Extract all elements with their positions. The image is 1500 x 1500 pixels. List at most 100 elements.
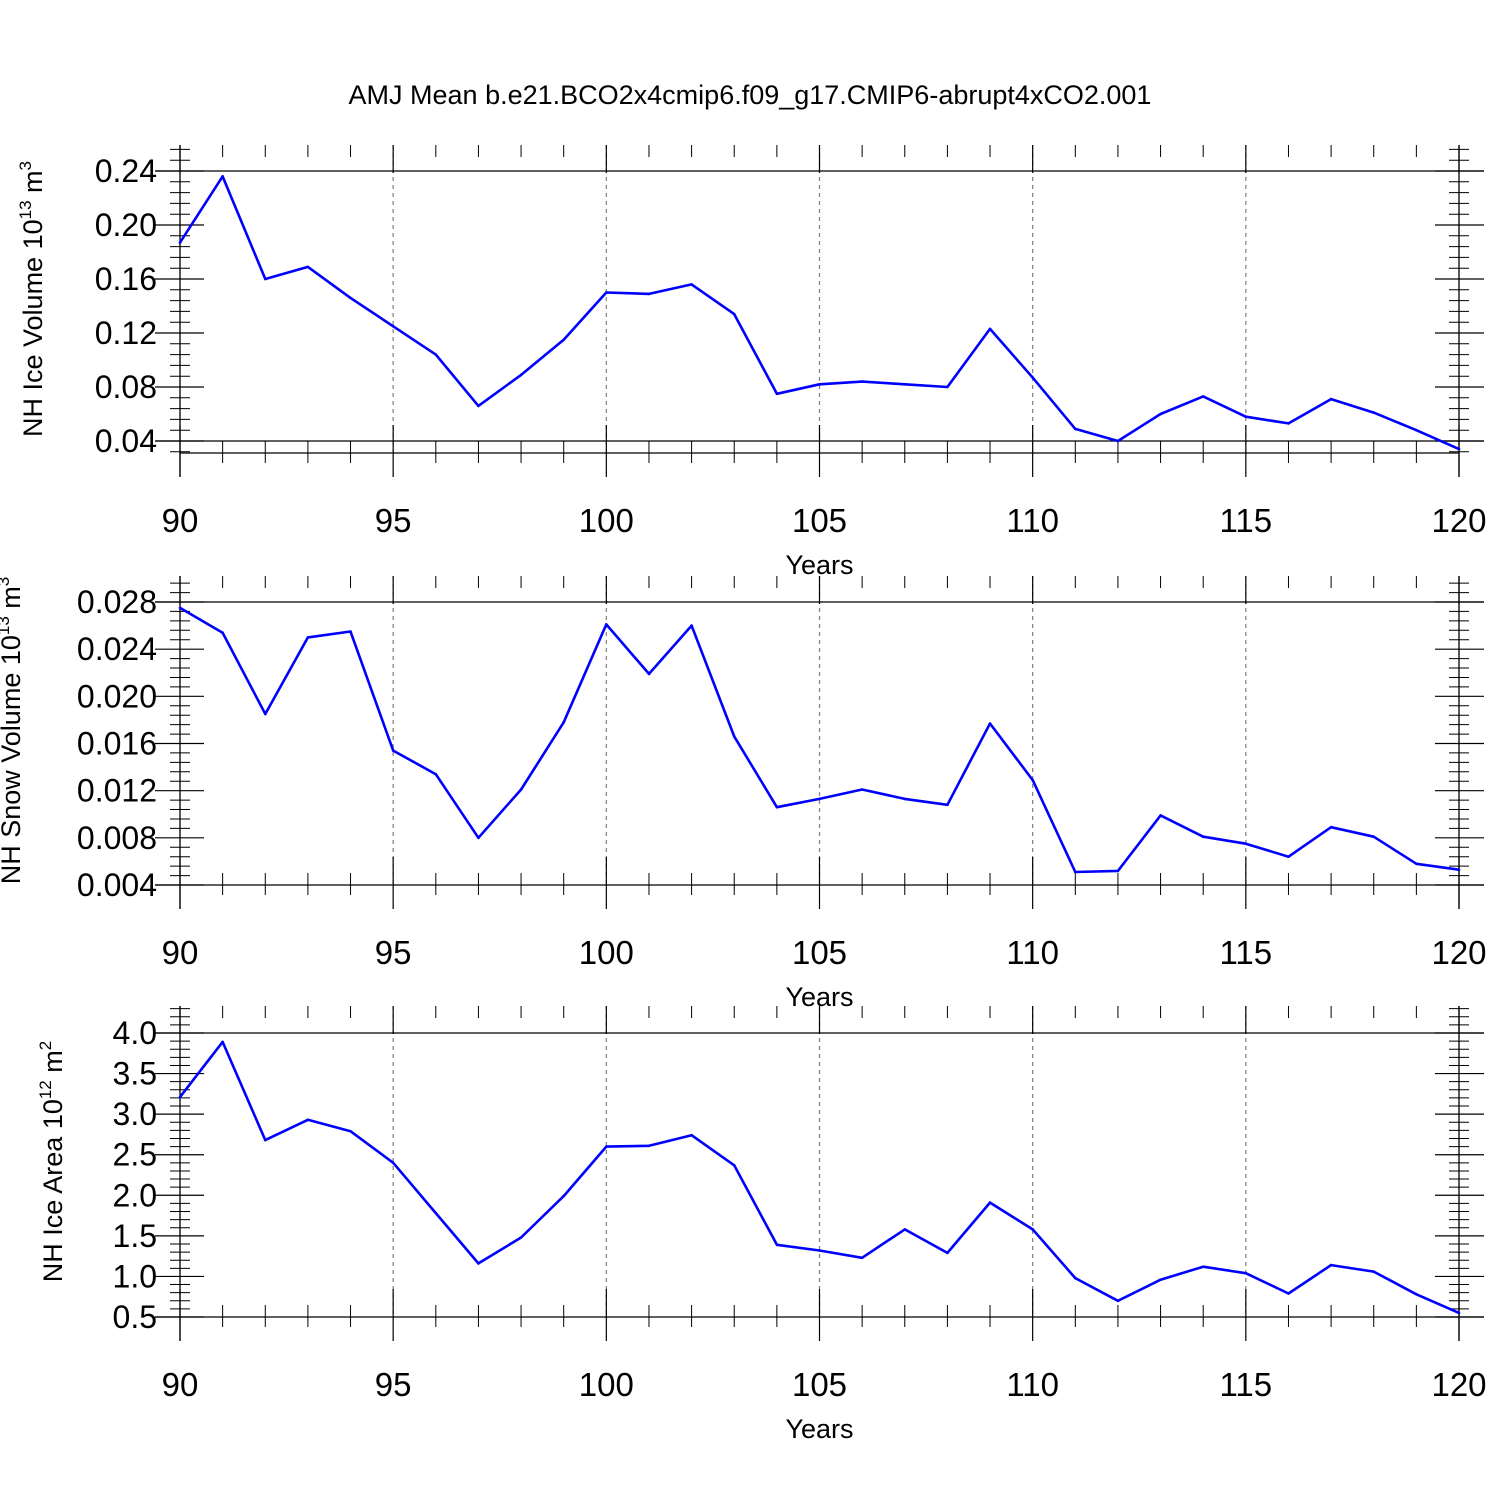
y-tick-label: 2.5 [113, 1137, 157, 1173]
data-point [775, 1243, 779, 1247]
x-tick-label: 110 [1006, 502, 1059, 539]
data-point [434, 772, 438, 776]
page-title: AMJ Mean b.e21.BCO2x4cmip6.f09_g17.CMIP6… [348, 80, 1152, 110]
y-tick-label: 3.0 [113, 1096, 157, 1132]
data-point [1415, 428, 1418, 432]
x-tick-label: 95 [375, 1366, 412, 1403]
y-tick-label: 0.004 [77, 867, 157, 903]
data-point [562, 338, 565, 342]
x-tick-label: 110 [1006, 934, 1059, 971]
y-tick-label: 0.024 [77, 631, 157, 667]
data-point [1116, 1299, 1120, 1303]
data-point [1116, 439, 1120, 443]
y-axis-title: NH Snow Volume 1013 m3 [0, 577, 26, 885]
x-tick-label: 95 [375, 934, 412, 971]
data-point [306, 636, 310, 639]
y-axis-title-main: NH Snow Volume 10 [0, 635, 26, 884]
data-point [1372, 835, 1375, 838]
data-point [1329, 397, 1333, 401]
data-point [264, 1138, 267, 1142]
data-point [818, 797, 821, 801]
x-tick-label: 100 [579, 934, 634, 971]
data-point [1372, 411, 1375, 414]
data-point [903, 797, 907, 801]
x-tick-label: 105 [792, 934, 847, 971]
x-tick-label: 95 [375, 502, 412, 539]
data-point [1457, 1311, 1461, 1315]
data-point [1244, 1271, 1248, 1275]
data-point [903, 383, 907, 386]
data-point [1159, 1278, 1162, 1281]
y-axis-title-exponent: 13 [16, 200, 35, 219]
y-tick-label: 1.0 [113, 1258, 157, 1294]
data-point [690, 1133, 693, 1137]
x-tick-label: 90 [162, 1366, 199, 1403]
panel-1: 0.04 0.08 0.12 0.16 0.20 0.24 90 95 100 105 110 115… [16, 145, 1487, 580]
x-tick-label: 115 [1220, 1366, 1273, 1403]
x-tick-label: 90 [162, 934, 199, 971]
y-tick-label: 1.5 [113, 1218, 157, 1254]
data-point [988, 722, 992, 725]
x-tick-label: 120 [1431, 502, 1486, 539]
data-point [391, 325, 395, 328]
data-point [818, 383, 821, 386]
y-axis-title-exponent: 12 [36, 1080, 55, 1099]
x-axis-title: Years [785, 550, 853, 580]
data-point [1457, 868, 1461, 871]
data-point [519, 373, 523, 377]
y-axis-title: NH Ice Area 1012 m2 [36, 1041, 68, 1282]
data-point [1201, 1265, 1205, 1268]
data-point [1287, 422, 1290, 425]
x-tick-label: 105 [792, 1366, 847, 1403]
y-tick-label: 0.04 [95, 423, 157, 459]
y-tick-label: 0.12 [95, 315, 157, 351]
data-point [1244, 415, 1248, 419]
data-point [1031, 1228, 1034, 1231]
data-point [391, 1161, 395, 1165]
data-point [647, 672, 651, 676]
data-point [1415, 1293, 1418, 1296]
data-point [1457, 447, 1461, 451]
data-point [221, 631, 224, 634]
data-point [349, 296, 352, 300]
y-tick-label: 0.008 [77, 820, 157, 856]
data-point [434, 1211, 438, 1215]
data-point [1074, 427, 1077, 431]
data-point [349, 1129, 352, 1133]
data-point [732, 1164, 736, 1167]
x-tick-label: 115 [1220, 502, 1273, 539]
y-tick-label: 3.5 [113, 1056, 157, 1092]
data-point [221, 175, 224, 178]
x-tick-label: 100 [579, 1366, 634, 1403]
data-point [1372, 1270, 1375, 1273]
data-point [1031, 778, 1034, 782]
data-point [1116, 869, 1120, 873]
y-axis-title-main: NH Ice Area 10 [38, 1099, 68, 1282]
y-tick-label: 0.012 [77, 773, 157, 809]
data-point [477, 836, 480, 840]
data-point [647, 292, 651, 296]
y-axis-title-main: NH Ice Volume 10 [18, 219, 48, 437]
y-tick-label: 2.0 [113, 1177, 157, 1213]
panel-3: 0.5 1.0 1.5 2.0 2.5 3.0 3.5 4.0 90 95 100 105 110 115… [36, 1006, 1487, 1444]
data-point [1201, 395, 1205, 398]
data-point [562, 721, 565, 724]
x-tick-label: 115 [1220, 934, 1273, 971]
data-point [1159, 412, 1162, 416]
y-axis-title: NH Ice Volume 1013 m3 [16, 161, 48, 437]
x-tick-label: 120 [1431, 934, 1486, 971]
data-point [732, 735, 736, 738]
y-tick-label: 0.16 [95, 261, 157, 297]
data-point [1159, 814, 1162, 817]
data-point [306, 265, 310, 269]
data-point [264, 712, 267, 716]
y-tick-label: 0.08 [95, 369, 157, 405]
data-point [946, 385, 949, 389]
data-point [647, 1144, 651, 1148]
data-point [690, 624, 693, 627]
data-point [946, 803, 949, 807]
data-point [519, 788, 523, 791]
data-point [1329, 1263, 1333, 1267]
data-point [306, 1118, 310, 1122]
